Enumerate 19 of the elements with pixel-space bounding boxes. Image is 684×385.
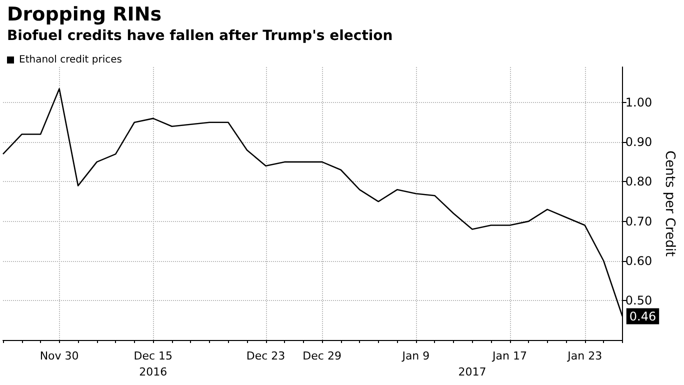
x-tick-label: Jan 23: [566, 350, 602, 362]
x-tick-label: Nov 30: [40, 350, 79, 362]
x-tick-label: Dec 15 2016: [134, 350, 173, 378]
y-tick-label: 1.00: [625, 96, 652, 110]
y-axis-title: Cents per Credit: [662, 150, 677, 257]
y-tick-label: 0.60: [625, 254, 652, 268]
x-tick-label: Dec 29: [302, 350, 342, 362]
y-tick-label: 0.70: [625, 214, 652, 228]
data-label: 0.46: [629, 309, 656, 324]
legend-label: Ethanol credit prices: [19, 54, 122, 66]
x-tick-label: Jan 17: [492, 350, 527, 362]
y-tick-label: 0.90: [625, 135, 652, 150]
x-tick-label: Dec 23: [246, 350, 286, 362]
chart-title: Dropping RINs: [7, 4, 162, 26]
y-tick-label: 0.80: [625, 174, 652, 189]
chart-subtitle: Biofuel credits have fallen after Trump's election: [7, 28, 393, 44]
x-tick-label: Jan 9: [401, 350, 430, 362]
y-tick-label: 0.50: [625, 293, 652, 308]
x-tick-label: 2017: [458, 366, 486, 378]
